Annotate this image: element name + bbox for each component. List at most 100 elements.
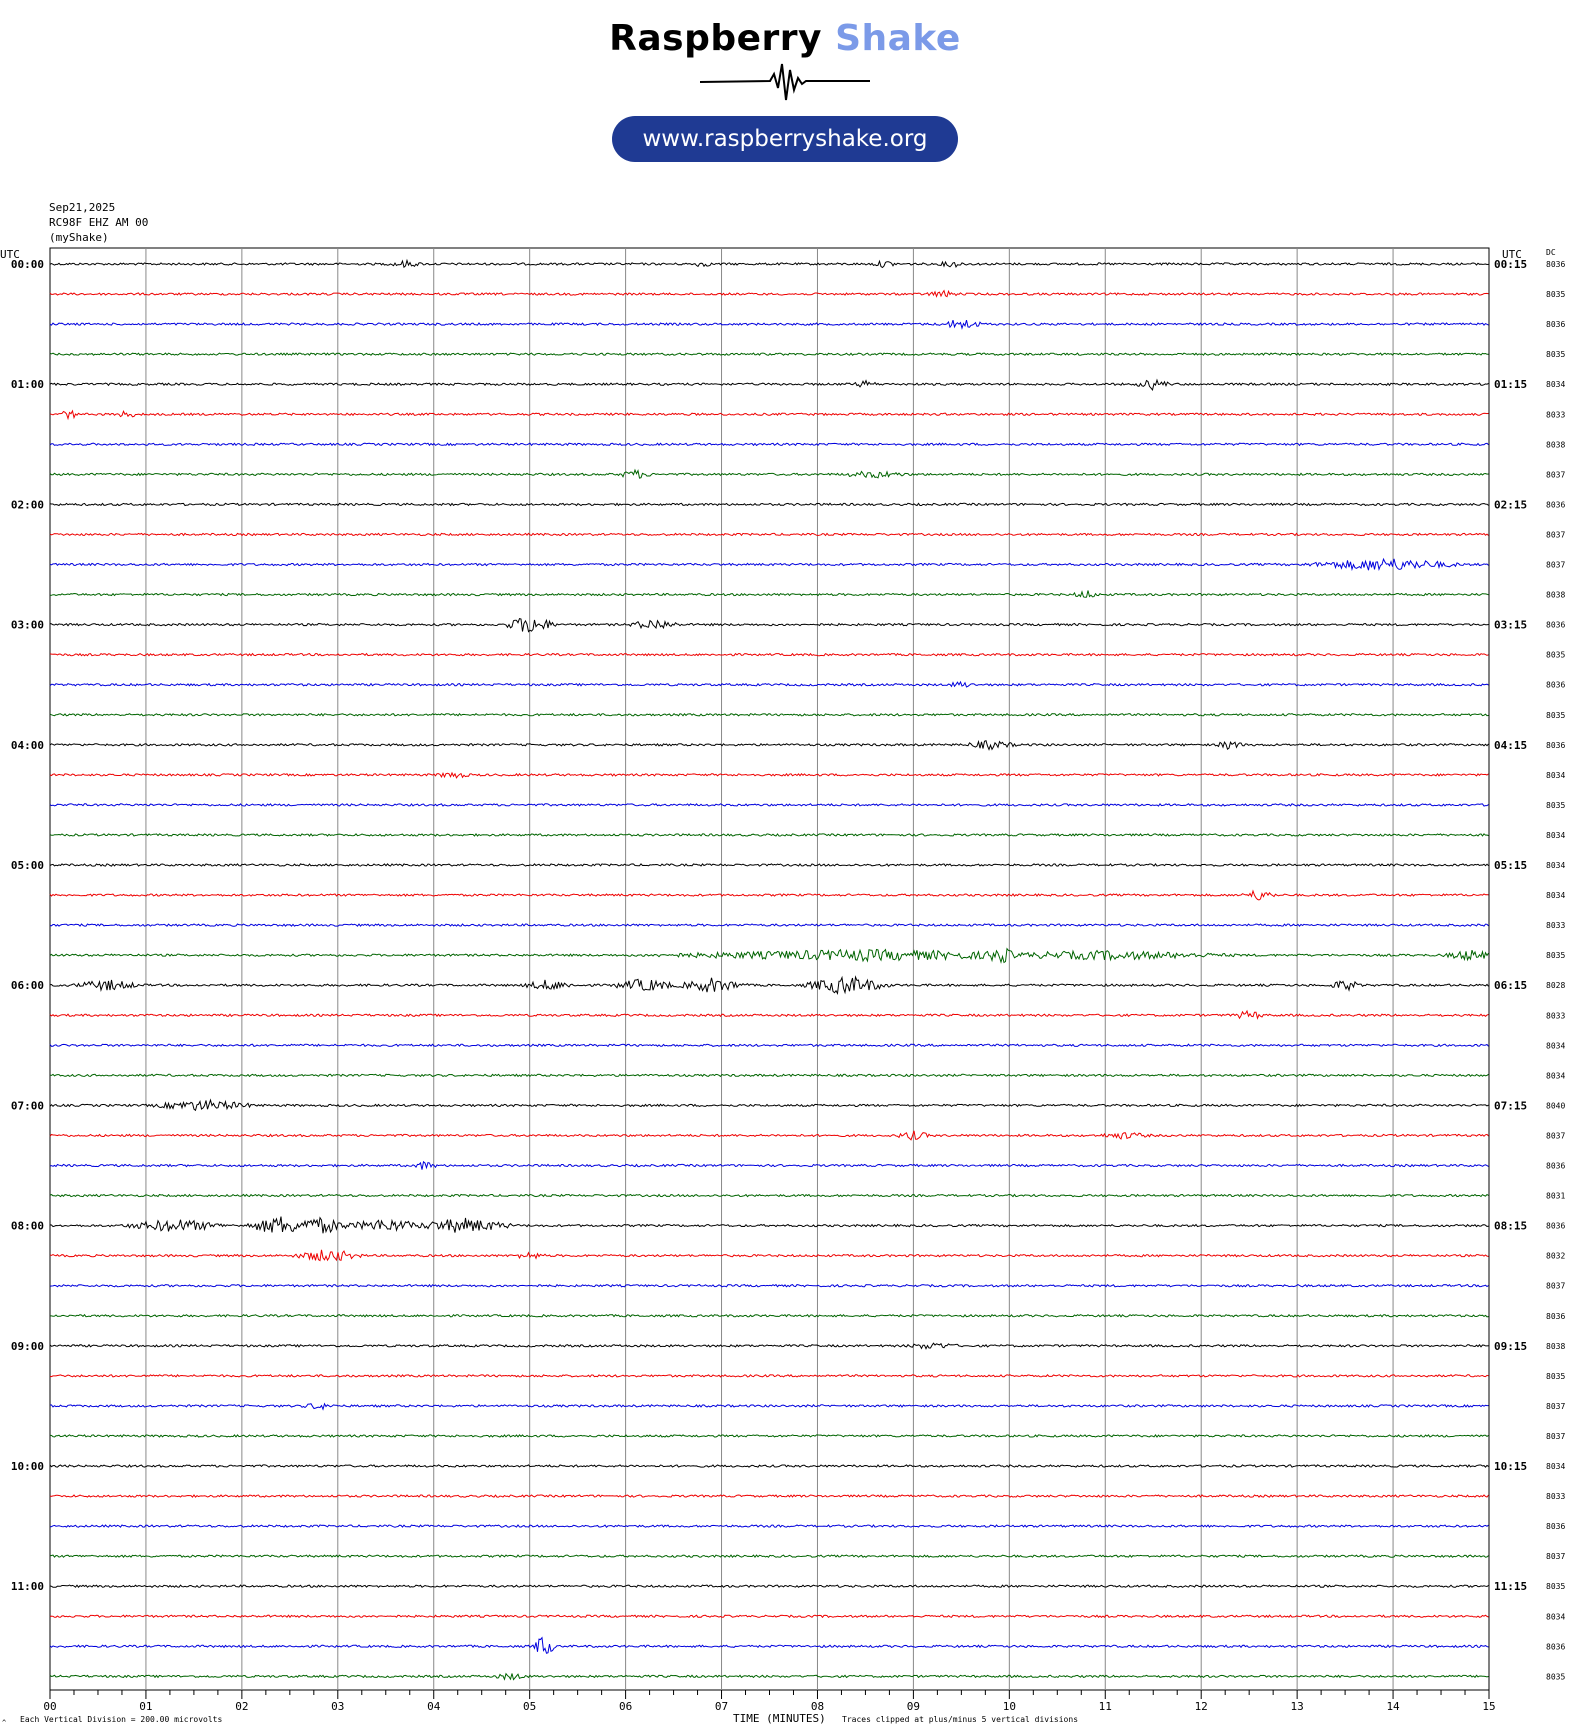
plot-channel: RC98F EHZ AM 00 (49, 216, 149, 229)
trace-line (49, 502, 1489, 507)
left-hour-label: 07:00 (11, 1099, 44, 1112)
x-tick-label: 00 (43, 1700, 56, 1713)
brand-word-accent: Shake (835, 18, 961, 59)
scale-note: Each Vertical Division = 200.00 microvol… (20, 1715, 222, 1724)
website-link[interactable]: www.raspberryshake.org (612, 116, 958, 162)
dc-value: 8040 (1546, 1101, 1565, 1110)
trace-line (49, 1464, 1489, 1468)
dc-value: 8036 (1546, 681, 1565, 690)
dc-value: 8036 (1546, 260, 1565, 269)
dc-value: 8031 (1546, 1192, 1565, 1201)
dc-value: 8032 (1546, 1252, 1565, 1261)
dc-value: 8033 (1546, 1492, 1565, 1501)
trace-line (49, 1283, 1489, 1288)
left-hour-label: 06:00 (11, 979, 44, 992)
right-hour-label: 07:15 (1494, 1099, 1527, 1112)
trace-line (50, 1313, 1489, 1318)
trace-line (49, 1524, 1489, 1528)
dc-value: 8035 (1546, 1582, 1565, 1591)
trace-line (49, 680, 1489, 688)
trace-line (49, 590, 1489, 598)
trace-line (49, 409, 1489, 421)
trace-line (49, 923, 1489, 928)
left-hour-label: 08:00 (11, 1220, 44, 1233)
right-hour-label: 08:15 (1494, 1220, 1527, 1233)
clip-note: Traces clipped at plus/minus 5 vertical … (842, 1715, 1078, 1724)
trace-line (49, 1043, 1489, 1048)
right-hour-label: 11:15 (1494, 1580, 1527, 1593)
dc-value: 8035 (1546, 350, 1565, 359)
trace-line (49, 1402, 1489, 1411)
dc-value: 8036 (1546, 320, 1565, 329)
trace-line (49, 771, 1489, 779)
dc-value: 8034 (1546, 861, 1565, 870)
x-tick-label: 06 (619, 1700, 632, 1713)
dc-value: 8034 (1546, 380, 1565, 389)
trace-line (49, 319, 1489, 330)
x-tick-label: 04 (427, 1700, 441, 1713)
x-axis-ticks: 00 01 02 03 04 05 06 07 08 09 10 11 12 13 14 15 (43, 1690, 1496, 1713)
dc-value: 8036 (1546, 1642, 1565, 1651)
minute-gridlines (145, 248, 1394, 1690)
dc-value: 8036 (1546, 1162, 1565, 1171)
trace-line (49, 1249, 1489, 1262)
trace-line (49, 468, 1489, 479)
trace-line (49, 1098, 1489, 1112)
dc-value: 8034 (1546, 1612, 1565, 1621)
left-hour-label: 01:00 (11, 378, 44, 391)
trace-line (49, 947, 1489, 964)
dc-value: 8037 (1546, 1282, 1565, 1291)
x-tick-label: 02 (235, 1700, 248, 1713)
dc-value: 8036 (1546, 741, 1565, 750)
right-hour-label: 01:15 (1494, 378, 1527, 391)
plot-source: (myShake) (49, 231, 109, 244)
dc-value: 8033 (1546, 921, 1565, 930)
trace-line (49, 1193, 1489, 1198)
trace-line (49, 258, 1489, 269)
trace-line (49, 1636, 1489, 1654)
dc-value: 8037 (1546, 1552, 1565, 1561)
dc-value: 8037 (1546, 470, 1565, 479)
seismogram-logo-icon (700, 63, 870, 101)
dc-value: 8035 (1546, 651, 1565, 660)
dc-value: 8036 (1546, 1522, 1565, 1531)
trace-line (49, 712, 1489, 717)
left-hour-label: 09:00 (11, 1340, 44, 1353)
trace-line (49, 532, 1489, 537)
dc-value: 8036 (1546, 621, 1565, 630)
dc-value: 8033 (1546, 1011, 1565, 1020)
corner-mark: ^ (2, 1719, 6, 1727)
dc-value: 8034 (1546, 1041, 1565, 1050)
dc-value: 8037 (1546, 561, 1565, 570)
trace-line (49, 1672, 1489, 1681)
trace-line (49, 617, 1489, 633)
trace-line (49, 1160, 1489, 1170)
right-hour-label: 05:15 (1494, 859, 1527, 872)
labels: 00:00 01:00 02:00 03:00 04:00 05:00 06:00 07:00… (11, 258, 1566, 1681)
left-hour-label: 04:00 (11, 739, 44, 752)
trace-line (49, 1009, 1489, 1020)
x-tick-label: 10 (1003, 1700, 1016, 1713)
dc-value: 8035 (1546, 951, 1565, 960)
trace-line (49, 652, 1489, 657)
right-hour-label: 10:15 (1494, 1460, 1527, 1473)
trace-line (49, 1374, 1489, 1378)
trace-line (49, 1342, 1489, 1350)
trace-line (49, 557, 1489, 572)
dc-value: 8037 (1546, 1131, 1565, 1140)
right-hour-label: 03:15 (1494, 619, 1527, 632)
dc-value: 8035 (1546, 1372, 1565, 1381)
dc-value: 8033 (1546, 410, 1565, 419)
right-utc-label: UTC (1502, 248, 1522, 261)
left-hour-label: 00:00 (11, 258, 44, 271)
dc-value: 8037 (1546, 530, 1565, 539)
right-hour-label: 04:15 (1494, 739, 1527, 752)
dc-value: 8028 (1546, 981, 1565, 990)
traces (49, 258, 1489, 1681)
plot-frame (49, 247, 1490, 1691)
dc-header: DC (1546, 248, 1556, 257)
trace-line (49, 739, 1489, 751)
plot-date: Sep21,2025 (49, 201, 116, 214)
dc-value: 8036 (1546, 500, 1565, 509)
